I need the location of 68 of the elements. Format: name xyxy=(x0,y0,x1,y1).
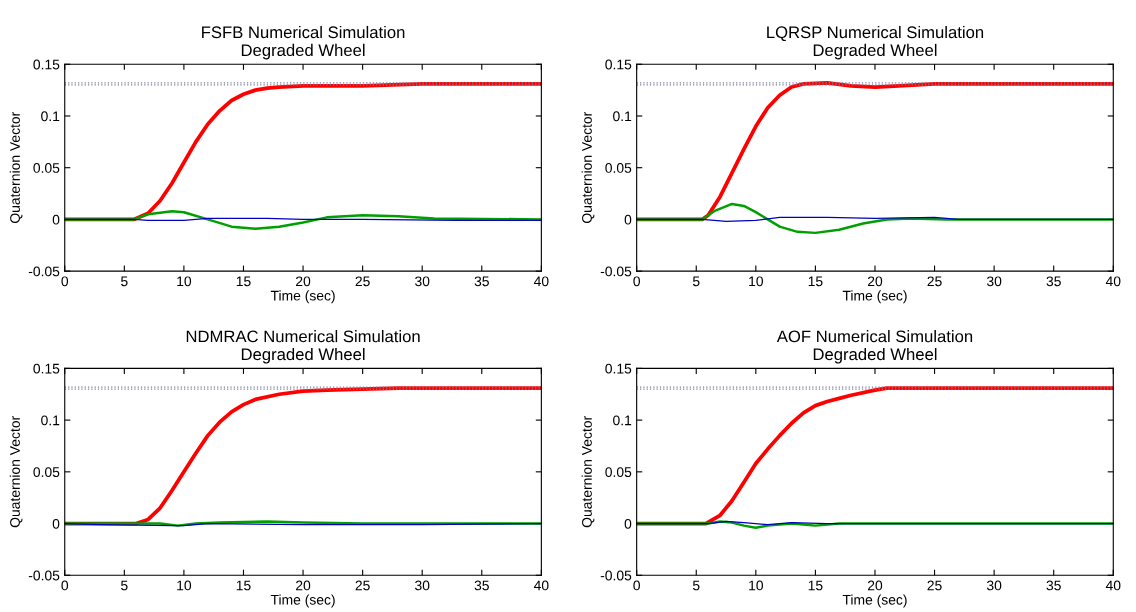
x-tick-label: 15 xyxy=(808,276,823,287)
x-tick-label: 35 xyxy=(474,580,489,591)
y-tick-label: 0.1 xyxy=(41,415,60,426)
y-tick-label: -0.05 xyxy=(600,570,632,581)
y-tick-label: -0.05 xyxy=(28,570,60,581)
x-tick-label: 0 xyxy=(633,276,640,287)
x-tick-label: 0 xyxy=(61,580,69,591)
x-tick-label: 20 xyxy=(296,276,311,287)
x-tick-label: 15 xyxy=(236,580,251,591)
y-tick-label: 0 xyxy=(624,518,632,529)
x-tick-label: 40 xyxy=(533,580,549,591)
x-tick-label: 30 xyxy=(415,276,430,287)
y-tick-label: 0 xyxy=(52,214,60,225)
x-tick-label: 40 xyxy=(533,276,549,287)
x-tick-label: 25 xyxy=(927,276,942,287)
x-axis-title: Time (sec) xyxy=(270,290,335,304)
y-axis-title: Quaternion Vector xyxy=(581,111,595,224)
x-tick-label: 15 xyxy=(236,276,251,287)
y-axis-title: Quaternion Vector xyxy=(9,111,23,224)
x-axis-title: Time (sec) xyxy=(842,594,907,608)
x-tick-label: 5 xyxy=(121,276,128,287)
chart-title: LQRSP Numerical Simulation Degraded Wheel xyxy=(767,25,984,60)
x-tick-label: 10 xyxy=(177,580,192,591)
chart-title: FSFB Numerical Simulation Degraded Wheel xyxy=(202,25,405,60)
x-tick-label: 30 xyxy=(415,580,430,591)
x-tick-label: 5 xyxy=(121,580,128,591)
x-tick-label: 30 xyxy=(986,580,1002,591)
x-tick-label: 20 xyxy=(867,276,883,287)
chart-title: NDMRAC Numerical Simulation Degraded Wheel xyxy=(186,330,420,364)
x-tick-label: 5 xyxy=(692,580,700,591)
y-tick-label: 0.05 xyxy=(605,163,632,173)
y-tick-label: 0.15 xyxy=(605,59,632,70)
x-tick-label: 15 xyxy=(808,580,823,591)
x-tick-label: 20 xyxy=(296,580,311,591)
x-axis-title: Time (sec) xyxy=(270,594,335,608)
x-tick-label: 30 xyxy=(986,276,1002,287)
x-tick-label: 20 xyxy=(867,580,883,591)
chart-title: AOF Numerical Simulation Degraded Wheel xyxy=(776,330,973,364)
y-tick-label: 0 xyxy=(624,214,632,225)
x-tick-label: 10 xyxy=(749,580,764,591)
y-tick-label: 0.15 xyxy=(33,59,60,70)
y-tick-label: 0.05 xyxy=(33,467,60,477)
x-tick-label: 0 xyxy=(633,580,640,591)
y-tick-label: 0.1 xyxy=(41,111,60,122)
y-tick-label: -0.05 xyxy=(28,266,60,277)
x-axis-title: Time (sec) xyxy=(842,290,907,304)
y-tick-label: 0.15 xyxy=(605,363,632,374)
x-tick-label: 35 xyxy=(474,276,489,287)
x-tick-label: 35 xyxy=(1046,276,1061,287)
x-tick-label: 40 xyxy=(1105,276,1121,287)
y-tick-label: -0.05 xyxy=(600,266,632,277)
y-tick-label: 0 xyxy=(52,518,60,529)
y-tick-label: 0.1 xyxy=(613,111,632,122)
x-tick-label: 25 xyxy=(927,580,942,591)
y-tick-label: 0.05 xyxy=(605,467,632,477)
x-tick-label: 40 xyxy=(1105,580,1121,591)
x-tick-label: 5 xyxy=(692,276,700,287)
x-tick-label: 10 xyxy=(177,276,192,287)
y-tick-label: 0.05 xyxy=(33,163,60,173)
x-tick-label: 10 xyxy=(749,276,764,287)
x-tick-label: 0 xyxy=(61,276,69,287)
y-axis-title: Quaternion Vector xyxy=(9,416,23,528)
x-tick-label: 35 xyxy=(1046,580,1061,591)
y-tick-label: 0.1 xyxy=(613,415,632,426)
y-axis-title: Quaternion Vector xyxy=(581,416,595,528)
x-tick-label: 25 xyxy=(355,276,370,287)
x-tick-label: 25 xyxy=(355,580,370,591)
y-tick-label: 0.15 xyxy=(33,363,60,374)
